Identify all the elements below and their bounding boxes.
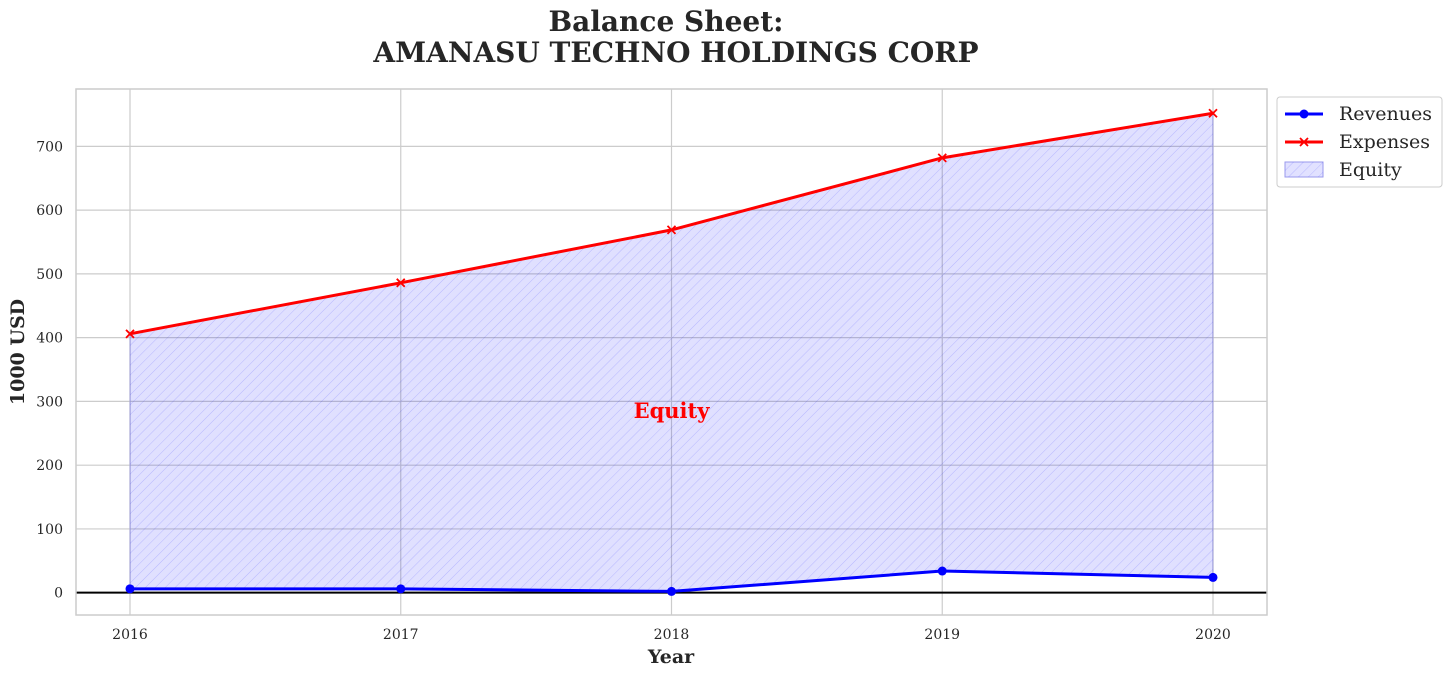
y-tick-label: 0 — [54, 586, 63, 602]
revenues-point — [667, 586, 676, 596]
y-tick-label: 500 — [36, 267, 63, 283]
expenses-point — [937, 153, 947, 163]
chart-title-line-2: AMANASU TECHNO HOLDINGS CORP — [372, 36, 978, 69]
y-tick-label: 700 — [36, 139, 63, 155]
x-tick-labels: 2016 2017 2018 2019 2020 — [112, 627, 1231, 643]
expenses-point — [666, 225, 677, 235]
series-markers — [125, 108, 1218, 596]
expenses-point — [125, 329, 135, 339]
plot-frame — [75, 88, 1268, 616]
x-axis-label: Year — [647, 646, 695, 668]
legend-label-revenues: Revenues — [1339, 103, 1432, 125]
x-tick-label: 2016 — [112, 627, 148, 643]
legend-label-equity: Equity — [1339, 159, 1402, 181]
x-tick-label: 2020 — [1195, 627, 1231, 643]
revenues-point — [396, 584, 406, 594]
y-axis-label: 1000 USD — [7, 299, 29, 405]
legend: Revenues Expenses Equity — [1276, 96, 1443, 188]
legend-swatch-equity-hatch — [1285, 162, 1323, 177]
x-tick-label: 2017 — [383, 627, 419, 643]
equity-annotation: Equity — [634, 398, 711, 423]
chart-title-line-1: Balance Sheet: — [548, 5, 783, 38]
y-tick-label: 400 — [36, 331, 63, 347]
x-tick-label: 2018 — [654, 627, 690, 643]
y-tick-label: 300 — [36, 394, 63, 410]
revenues-point — [937, 566, 947, 576]
revenues-point — [125, 584, 135, 594]
expenses-point — [1208, 108, 1218, 118]
legend-label-expenses: Expenses — [1339, 131, 1430, 153]
legend-marker-expenses — [1299, 137, 1309, 147]
y-tick-labels: 0 100 200 300 400 500 600 700 — [36, 139, 63, 601]
y-tick-label: 200 — [36, 458, 63, 474]
y-tick-label: 600 — [36, 203, 63, 219]
revenues-point — [1208, 572, 1218, 582]
expenses-point — [396, 278, 406, 288]
y-tick-label: 100 — [36, 522, 63, 538]
legend-marker-revenues — [1299, 109, 1309, 119]
x-tick-label: 2019 — [924, 627, 960, 643]
